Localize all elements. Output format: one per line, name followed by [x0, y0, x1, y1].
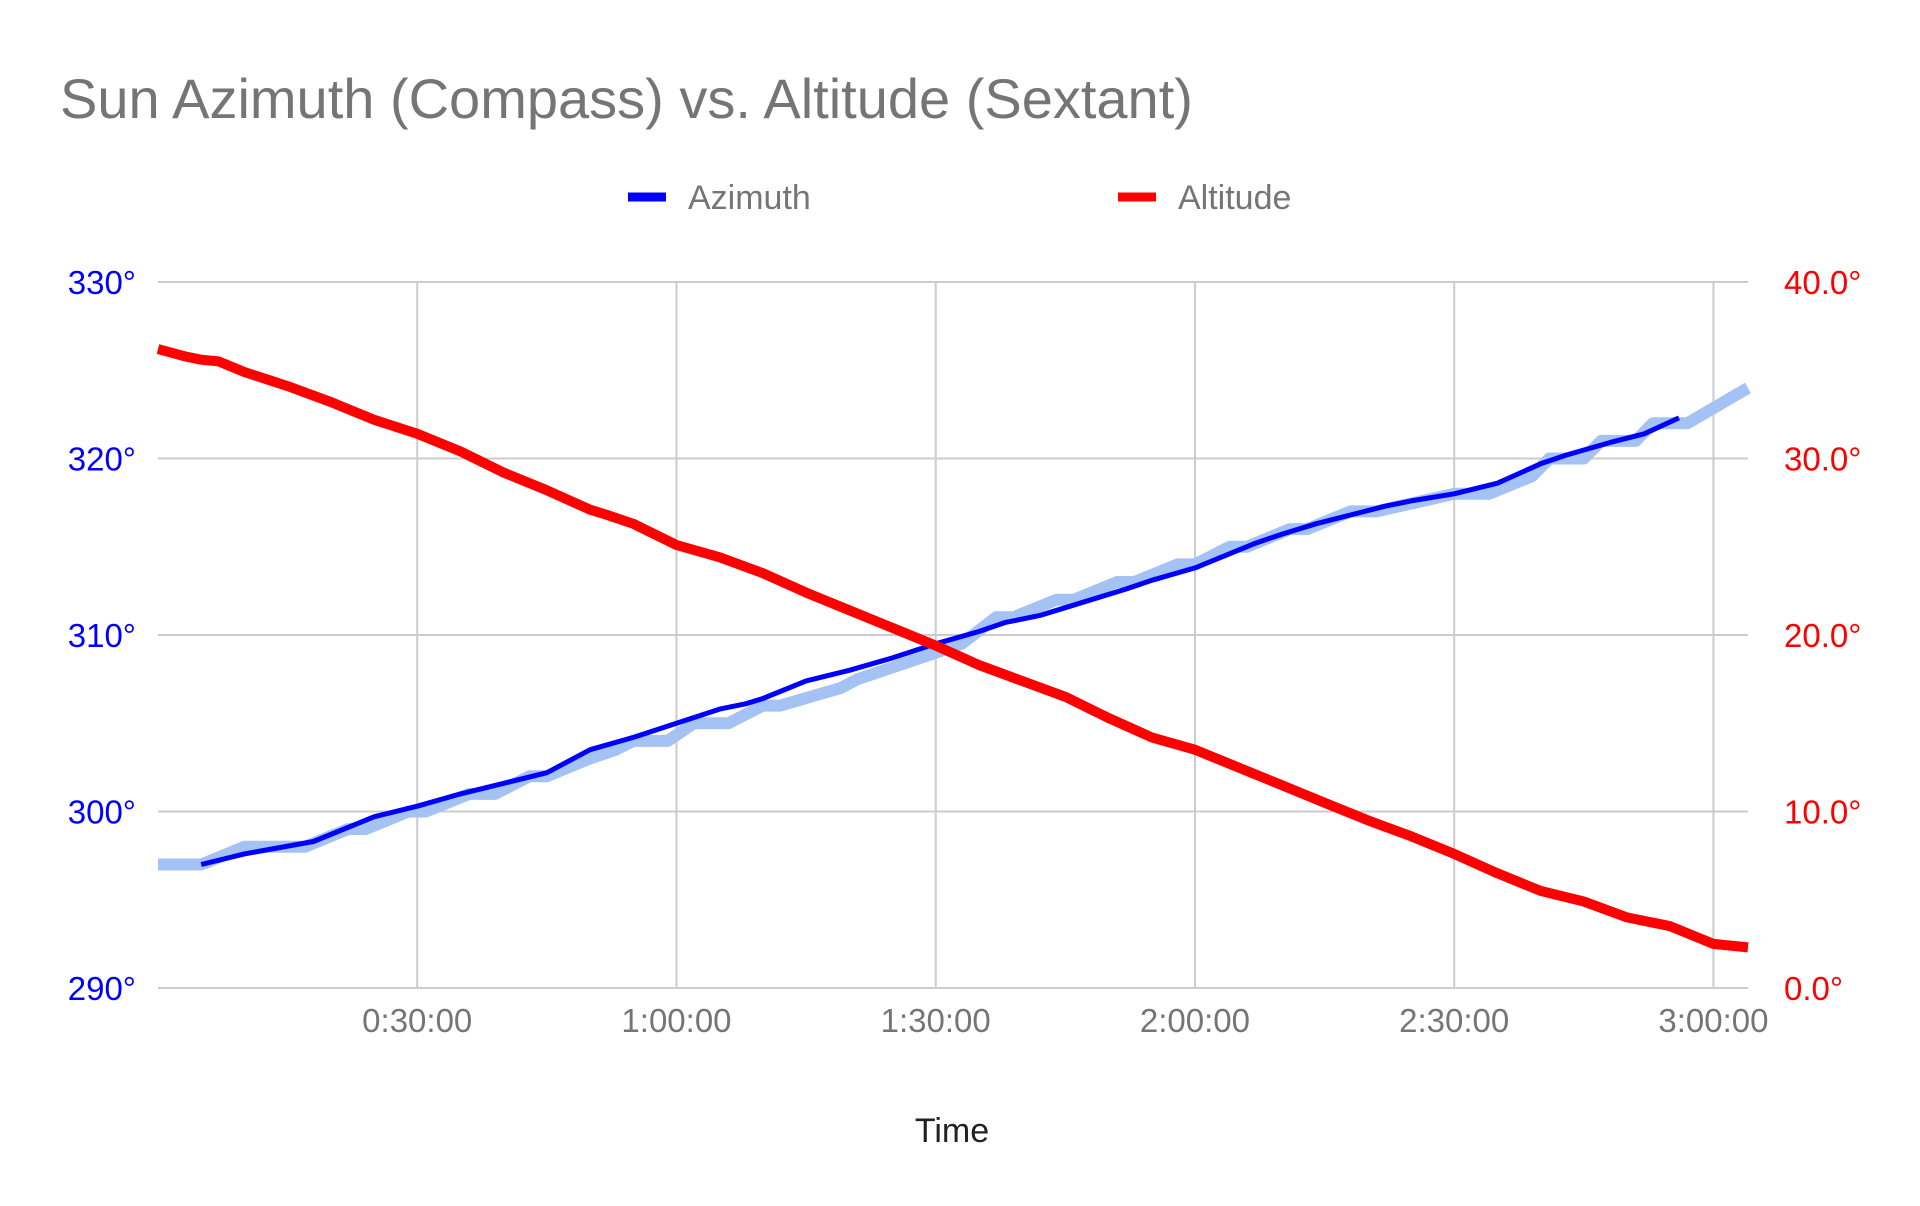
- right-y-tick-label: 40.0°: [1784, 264, 1861, 301]
- x-tick-label: 0:30:00: [362, 1002, 472, 1039]
- legend-label: Altitude: [1178, 179, 1291, 217]
- x-tick-label: 1:00:00: [621, 1002, 731, 1039]
- chart-title: Sun Azimuth (Compass) vs. Altitude (Sext…: [60, 67, 1193, 130]
- left-y-tick-label: 320°: [68, 441, 136, 478]
- x-axis-ticks: 0:30:00 1:00:00 1:30:00 2:00:00 2:30:00 3:00:…: [362, 1002, 1768, 1039]
- x-tick-label: 2:30:00: [1399, 1002, 1509, 1039]
- legend-item: Altitude: [1118, 179, 1291, 217]
- legend-label: Azimuth: [688, 179, 811, 217]
- legend: Azimuth Altitude: [628, 179, 1291, 217]
- legend-item: Azimuth: [628, 179, 811, 217]
- x-tick-label: 2:00:00: [1140, 1002, 1250, 1039]
- x-tick-label: 3:00:00: [1658, 1002, 1768, 1039]
- right-y-tick-label: 0.0°: [1784, 970, 1843, 1007]
- azimuth-line: [200, 415, 1680, 867]
- gridlines: [158, 281, 1748, 989]
- altitude-line: [156, 344, 1749, 953]
- x-tick-label: 1:30:00: [881, 1002, 991, 1039]
- left-y-tick-label: 300°: [68, 794, 136, 831]
- left-y-tick-label: 310°: [68, 617, 136, 654]
- left-y-axis-ticks: 290° 300° 310° 320° 330°: [68, 264, 136, 1007]
- left-y-tick-label: 330°: [68, 264, 136, 301]
- right-y-tick-label: 10.0°: [1784, 794, 1861, 831]
- series-lines: [156, 344, 1752, 953]
- right-y-tick-label: 30.0°: [1784, 441, 1861, 478]
- x-axis-label: Time: [915, 1112, 989, 1150]
- left-y-tick-label: 290°: [68, 970, 136, 1007]
- right-y-tick-label: 20.0°: [1784, 617, 1861, 654]
- right-y-axis-ticks: 0.0° 10.0° 20.0° 30.0° 40.0°: [1784, 264, 1861, 1007]
